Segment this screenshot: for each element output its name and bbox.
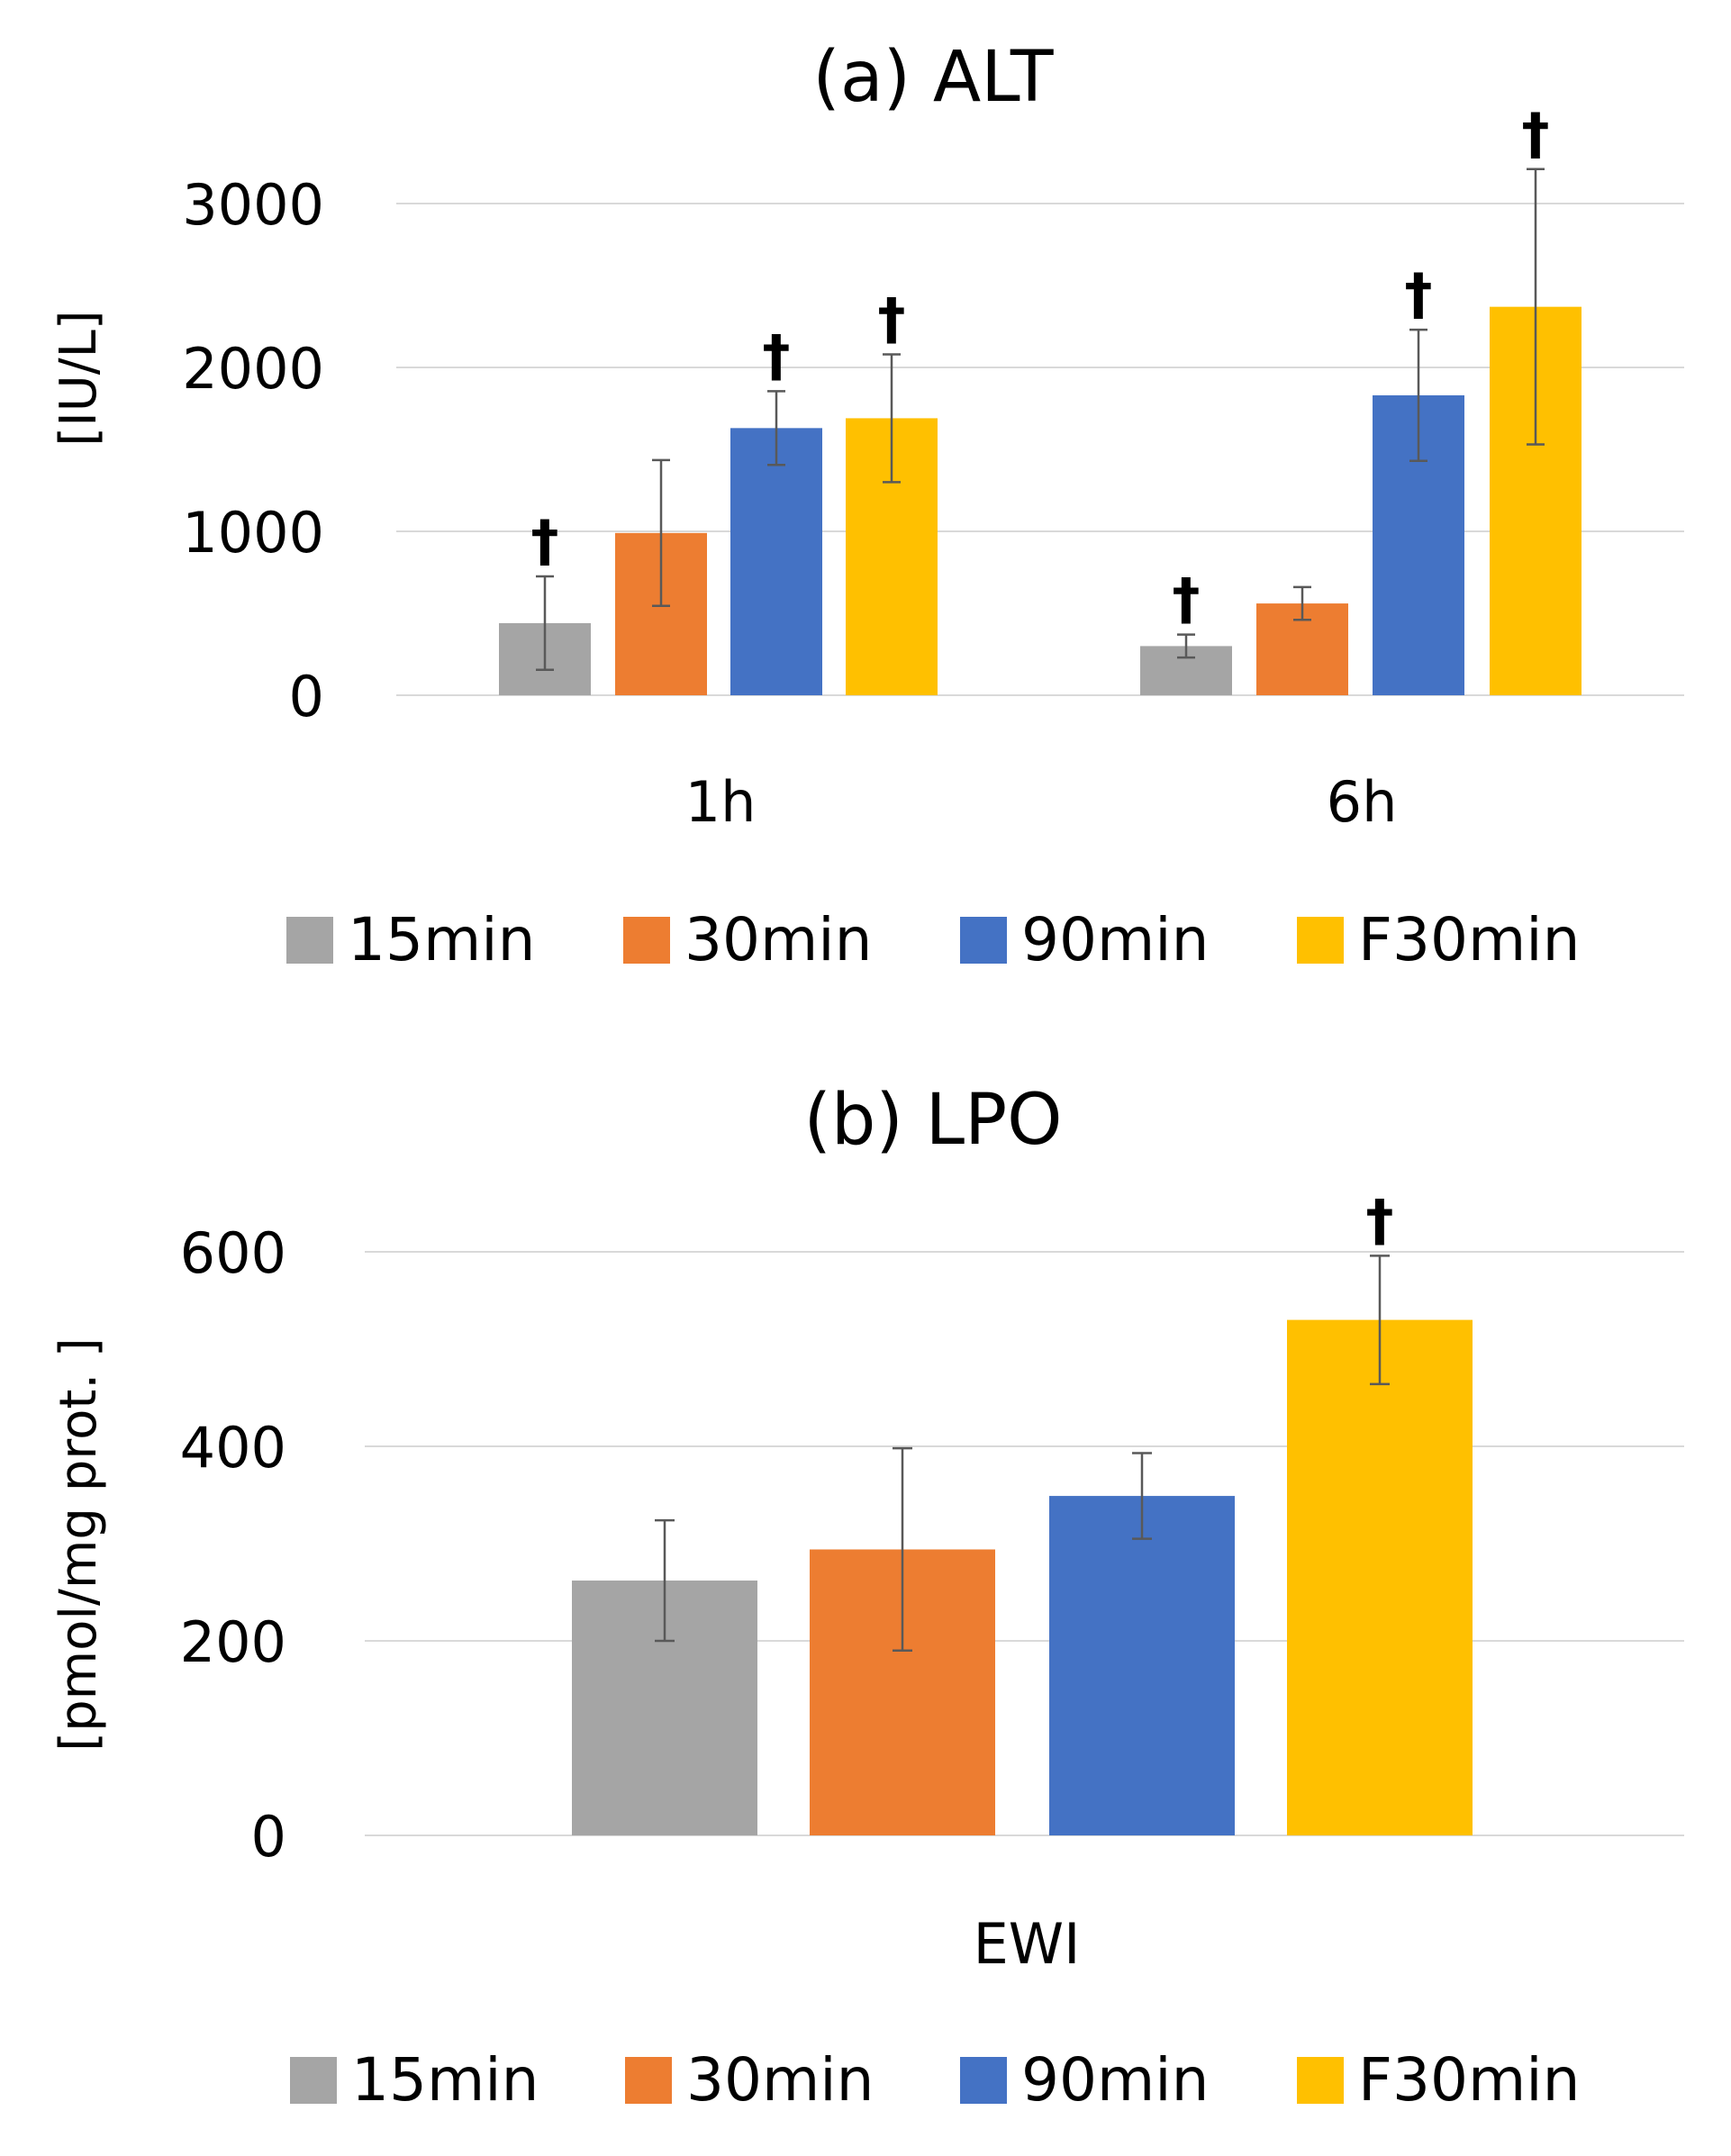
errorbar-chart-a-6h-90min [1409, 328, 1427, 462]
chart-a-y-ticks: 3000 2000 1000 0 [182, 172, 324, 729]
errorbar-chart-b-ewi-90min [1132, 1452, 1152, 1540]
errorbar-chart-a-1h-90min [767, 390, 785, 467]
chart-b-ytick-600: 600 [180, 1220, 286, 1286]
errorbar-chart-b-ewi-30min [893, 1446, 912, 1653]
chart-a-ytick-3000: 3000 [182, 172, 324, 238]
legend-a-swatch-15min [286, 917, 333, 964]
legend-b-label-90min: 90min [1021, 2045, 1209, 2115]
significance-mark-chart-b-ewi-f30min: † [1366, 1187, 1394, 1253]
chart-b-bars: † [572, 1187, 1473, 1835]
chart-a-categories: 1h 6h [685, 769, 1398, 835]
legend-a-label-30min: 30min [684, 905, 872, 974]
chart-b-title: (b) LPO [803, 1080, 1062, 1161]
chart-b-y-ticks: 600 400 200 0 [180, 1220, 286, 1870]
chart-b-ytick-400: 400 [180, 1415, 286, 1481]
chart-a-ytick-2000: 2000 [182, 336, 324, 402]
legend-b-swatch-f30min [1297, 2057, 1344, 2104]
chart-a-ytick-0: 0 [289, 664, 324, 729]
errorbar-chart-b-ewi-15min [655, 1518, 675, 1643]
legend-b-swatch-15min [290, 2057, 337, 2104]
chart-a-ylabel: [IU/L] [50, 310, 108, 446]
legend-a-swatch-30min [623, 917, 670, 964]
chart-b-ylabel: [pmol/mg prot. ] [50, 1337, 108, 1752]
errorbar-chart-a-1h-30min [652, 458, 670, 608]
legend-a-swatch-f30min [1297, 917, 1344, 964]
errorbar-chart-b-ewi-f30min [1370, 1255, 1390, 1386]
legend-b-swatch-90min [960, 2057, 1007, 2104]
significance-mark-chart-a-1h-f30min: † [878, 285, 906, 351]
chart-b-ytick-0: 0 [251, 1804, 286, 1870]
legend-b-label-f30min: F30min [1358, 2045, 1580, 2115]
significance-mark-chart-a-6h-15min: † [1173, 566, 1201, 632]
chart-a-ytick-1000: 1000 [182, 500, 324, 566]
errorbar-chart-a-1h-15min [536, 575, 554, 672]
errorbar-chart-a-6h-f30min [1527, 168, 1545, 446]
chart-a-title: (a) ALT [812, 37, 1054, 118]
chart-b-categories: EWI [974, 1911, 1081, 1977]
legend-a-label-90min: 90min [1021, 905, 1209, 974]
bar-chart-b-ewi-90min [1049, 1496, 1235, 1835]
significance-mark-chart-a-6h-f30min: † [1522, 101, 1550, 167]
legend-b-label-30min: 30min [686, 2045, 874, 2115]
bar-chart-a-1h-90min [730, 428, 822, 695]
errorbar-chart-a-1h-f30min [883, 353, 901, 484]
legend-b-label-15min: 15min [351, 2045, 539, 2115]
chart-b: (b) LPO [pmol/mg prot. ] 600 400 200 0 †… [50, 1080, 1684, 2115]
chart-b-category-ewi: EWI [974, 1911, 1081, 1977]
legend-a-swatch-90min [960, 917, 1007, 964]
errorbar-chart-a-6h-15min [1177, 633, 1195, 659]
legend-a-label-f30min: F30min [1358, 905, 1580, 974]
chart-a-category-1h: 1h [685, 769, 757, 835]
chart-a-gridlines [396, 203, 1684, 696]
chart-a: (a) ALT [IU/L] 3000 2000 1000 0 † † † † † † 1… [50, 37, 1684, 974]
legend-b-swatch-30min [625, 2057, 672, 2104]
bar-chart-b-ewi-f30min [1287, 1319, 1473, 1835]
chart-b-legend: 15min 30min 90min F30min [290, 2045, 1580, 2115]
chart-b-ytick-200: 200 [180, 1609, 286, 1675]
significance-mark-chart-a-1h-90min: † [763, 322, 791, 388]
significance-mark-chart-a-6h-90min: † [1405, 261, 1433, 327]
legend-a-label-15min: 15min [348, 905, 535, 974]
chart-a-category-6h: 6h [1327, 769, 1398, 835]
significance-mark-chart-a-1h-15min: † [531, 508, 559, 574]
chart-a-bars: † † † † † † [499, 101, 1581, 695]
errorbar-chart-a-6h-30min [1293, 585, 1311, 621]
chart-a-legend: 15min 30min 90min F30min [286, 905, 1580, 974]
